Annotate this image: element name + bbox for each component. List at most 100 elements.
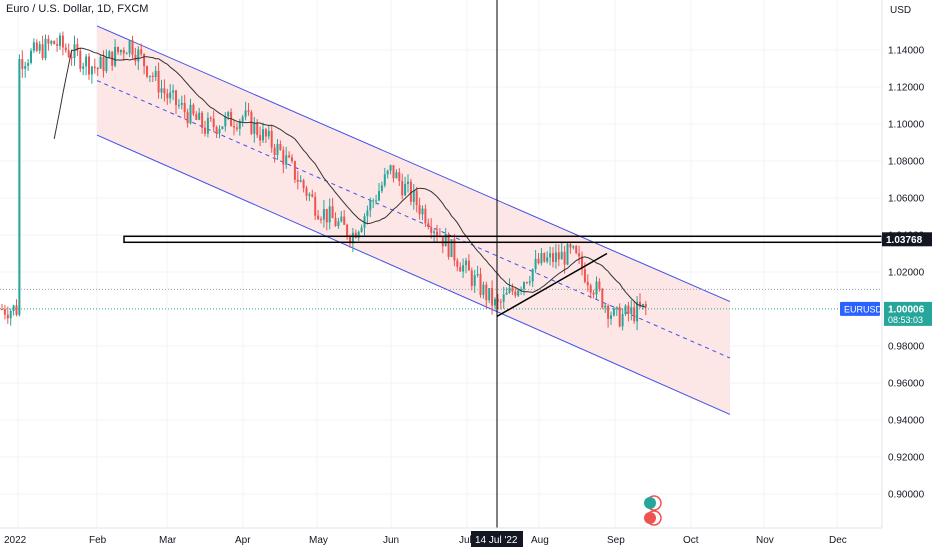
candle-body (389, 165, 392, 171)
candle-body (421, 208, 424, 215)
candle-body (183, 102, 186, 113)
candle-body (259, 135, 262, 141)
candle-body (470, 270, 473, 286)
candle-body (276, 143, 279, 155)
candle-body (636, 301, 639, 322)
candle-body (50, 41, 53, 44)
candle-body (444, 233, 447, 247)
candle-body (523, 282, 525, 290)
level-price-label: 1.03768 (886, 235, 923, 246)
candle-body (169, 92, 172, 99)
candle-body (328, 206, 331, 223)
candle-body (1, 309, 3, 310)
candle-body (453, 239, 456, 261)
candle-body (85, 56, 88, 67)
candle-body (137, 49, 140, 62)
candle-body (35, 42, 38, 51)
candle-body (404, 183, 407, 196)
candle-body (517, 290, 520, 296)
candle-body (392, 165, 395, 179)
candle-body (450, 239, 453, 257)
candle-body (467, 260, 470, 271)
candle-body (569, 244, 572, 248)
crosshair-date-label: 14 Jul '22 (475, 535, 518, 546)
candle-body (488, 288, 491, 301)
candle-body (322, 208, 325, 220)
candle-body (583, 269, 586, 282)
candle-body (108, 51, 111, 58)
candle-body (575, 246, 578, 254)
candle-body (291, 157, 293, 162)
candle-body (53, 41, 56, 45)
price-axis-panel (882, 0, 932, 550)
candle-body (175, 90, 177, 106)
candle-body (357, 231, 360, 238)
candle-body (491, 288, 494, 306)
candle-body (557, 252, 560, 260)
candle-body (598, 281, 601, 289)
candle-body (621, 314, 624, 327)
candle-body (247, 110, 250, 112)
candle-body (427, 223, 430, 228)
candle-body (12, 305, 15, 311)
candle-body (424, 208, 427, 224)
candle-body (459, 266, 462, 272)
candle-body (572, 246, 575, 248)
candle-body (79, 50, 82, 69)
candle-body (378, 191, 380, 201)
candle-body (552, 253, 554, 263)
candle-body (235, 127, 238, 129)
x-tick-label: Jun (383, 535, 399, 546)
candle-body (314, 196, 317, 216)
candle-body (499, 301, 502, 303)
y-tick-label: 1.02000 (888, 268, 925, 279)
candle-body (476, 274, 479, 276)
candle-body (537, 258, 540, 264)
channel-upper-line (96, 25, 731, 303)
candle-body (360, 227, 363, 232)
x-tick-label: Dec (829, 535, 847, 546)
candle-body (122, 50, 125, 54)
candle-body (96, 68, 99, 70)
candle-body (198, 112, 201, 120)
candle-body (511, 287, 514, 292)
candle-body (528, 281, 531, 283)
candle-body (395, 172, 398, 179)
y-tick-label: 0.98000 (888, 342, 925, 353)
candle-body (334, 218, 337, 227)
candle-body (589, 285, 592, 293)
candle-body (494, 299, 496, 306)
channel-lower-line (96, 134, 731, 415)
channel-fill (97, 25, 730, 415)
candle-body (99, 56, 102, 69)
candle-body (195, 114, 198, 120)
candle-body (473, 275, 476, 286)
candle-body (250, 111, 253, 134)
candle-body (610, 315, 612, 319)
candle-body (462, 265, 465, 272)
candle-body (612, 308, 615, 316)
candle-body (282, 149, 285, 165)
candle-body (285, 155, 288, 165)
candle-body (56, 44, 59, 46)
candle-body (151, 75, 154, 78)
y-tick-label: 1.08000 (888, 157, 925, 168)
candle-body (337, 221, 340, 227)
x-tick-label: Mar (159, 535, 177, 546)
candle-body (401, 180, 404, 196)
candle-body (566, 244, 569, 265)
candle-body (125, 53, 128, 55)
candle-body (407, 181, 409, 184)
candle-body (163, 88, 166, 94)
candle-body (154, 70, 157, 78)
candle-body (633, 307, 636, 322)
candle-body (262, 129, 264, 141)
candle-body (233, 126, 235, 128)
candle-body (485, 284, 488, 301)
candle-body (189, 104, 192, 124)
countdown-label: 08:53:03 (888, 315, 923, 325)
candle-body (578, 253, 581, 257)
y-tick-label: 0.92000 (888, 453, 925, 464)
candle-body (354, 232, 357, 238)
